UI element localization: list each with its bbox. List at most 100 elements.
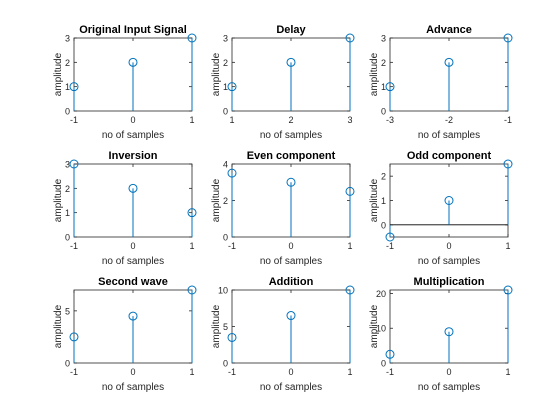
stem-marker (444, 57, 454, 67)
y-tick-label: 10 (376, 324, 386, 334)
stem-marker (227, 168, 237, 178)
y-axis-label: amplitude (369, 52, 380, 96)
x-tick-label: -1 (504, 115, 512, 125)
y-tick-label: 0 (223, 107, 228, 117)
y-tick-label: 0 (65, 359, 70, 369)
stem-marker (503, 33, 513, 43)
stem-marker (286, 311, 296, 321)
subplot-title: Original Input Signal (79, 24, 187, 36)
stem-marker (69, 159, 79, 169)
y-axis-label: amplitude (211, 304, 222, 348)
y-tick-label: 3 (65, 34, 70, 44)
x-tick-label: 1 (505, 367, 510, 377)
x-tick-label: -1 (70, 115, 78, 125)
subplot: -1 0 1 0 1 2 Odd component no of samples amplitu… (369, 150, 513, 267)
y-tick-label: 5 (223, 322, 228, 332)
stem-marker (345, 285, 355, 295)
x-tick-label: -1 (386, 367, 394, 377)
y-axis-label: amplitude (369, 178, 380, 222)
subplot-title: Delay (276, 24, 306, 36)
y-tick-label: 2 (65, 58, 70, 68)
stem-marker (385, 232, 395, 242)
x-tick-label: 0 (446, 367, 451, 377)
x-tick-label: -3 (386, 115, 394, 125)
y-tick-label: 10 (218, 286, 228, 296)
x-tick-label: 2 (288, 115, 293, 125)
y-tick-label: 1 (223, 82, 228, 92)
x-tick-label: -1 (228, 241, 236, 251)
x-axis-label: no of samples (418, 130, 480, 141)
subplot-title: Multiplication (414, 276, 485, 288)
stem-marker (385, 349, 395, 359)
x-tick-label: 0 (288, 367, 293, 377)
x-axis-label: no of samples (102, 256, 164, 267)
subplot: -3 -2 -1 0 1 2 3 Advance no of samples amplitude (369, 24, 513, 141)
y-tick-label: 0 (381, 107, 386, 117)
x-axis-label: no of samples (418, 382, 480, 393)
x-tick-label: 0 (446, 241, 451, 251)
y-axis-label: amplitude (53, 304, 64, 348)
x-tick-label: 0 (288, 241, 293, 251)
subplot-title: Inversion (109, 150, 158, 162)
x-axis-label: no of samples (260, 130, 322, 141)
y-tick-label: 2 (65, 184, 70, 194)
x-tick-label: -1 (228, 367, 236, 377)
stem-marker (227, 332, 237, 342)
stem-marker (345, 33, 355, 43)
x-axis-label: no of samples (260, 256, 322, 267)
x-tick-label: 0 (130, 367, 135, 377)
stem-marker (503, 159, 513, 169)
y-tick-label: 2 (223, 58, 228, 68)
x-tick-label: -1 (70, 241, 78, 251)
subplot-title: Odd component (407, 150, 492, 162)
x-tick-label: 1 (347, 367, 352, 377)
y-tick-label: 0 (223, 359, 228, 369)
x-tick-label: 1 (505, 241, 510, 251)
y-tick-label: 0 (65, 233, 70, 243)
y-tick-label: 1 (65, 82, 70, 92)
y-tick-label: 20 (376, 289, 386, 299)
y-axis-label: amplitude (369, 304, 380, 348)
stem-marker (444, 196, 454, 205)
y-tick-label: 2 (381, 172, 386, 182)
x-tick-label: 1 (189, 241, 194, 251)
stem-marker (503, 285, 513, 295)
stem-marker (286, 177, 296, 187)
y-tick-label: 3 (223, 34, 228, 44)
y-axis-label: amplitude (211, 178, 222, 222)
stem-marker (444, 327, 454, 337)
stem-marker (128, 57, 138, 67)
y-tick-label: 3 (381, 34, 386, 44)
stem-marker (286, 57, 296, 67)
y-axis-label: amplitude (211, 52, 222, 96)
x-axis-label: no of samples (102, 130, 164, 141)
y-tick-label: 1 (381, 196, 386, 206)
x-tick-label: 1 (189, 367, 194, 377)
y-tick-label: 2 (223, 196, 228, 206)
x-axis-label: no of samples (418, 256, 480, 267)
y-tick-label: 5 (65, 306, 70, 316)
stem-marker (69, 82, 79, 92)
stem-marker (128, 183, 138, 193)
y-tick-label: 3 (65, 160, 70, 170)
stem-marker (345, 186, 355, 196)
y-tick-label: 2 (381, 58, 386, 68)
x-tick-label: -1 (70, 367, 78, 377)
x-tick-label: 1 (347, 241, 352, 251)
stem-marker (128, 311, 138, 321)
stem-marker (187, 285, 197, 295)
y-tick-label: 1 (381, 82, 386, 92)
x-tick-label: 3 (347, 115, 352, 125)
stem-marker (385, 82, 395, 92)
subplot-title: Advance (426, 24, 472, 36)
x-tick-label: 1 (189, 115, 194, 125)
y-axis-label: amplitude (53, 178, 64, 222)
x-axis-label: no of samples (260, 382, 322, 393)
